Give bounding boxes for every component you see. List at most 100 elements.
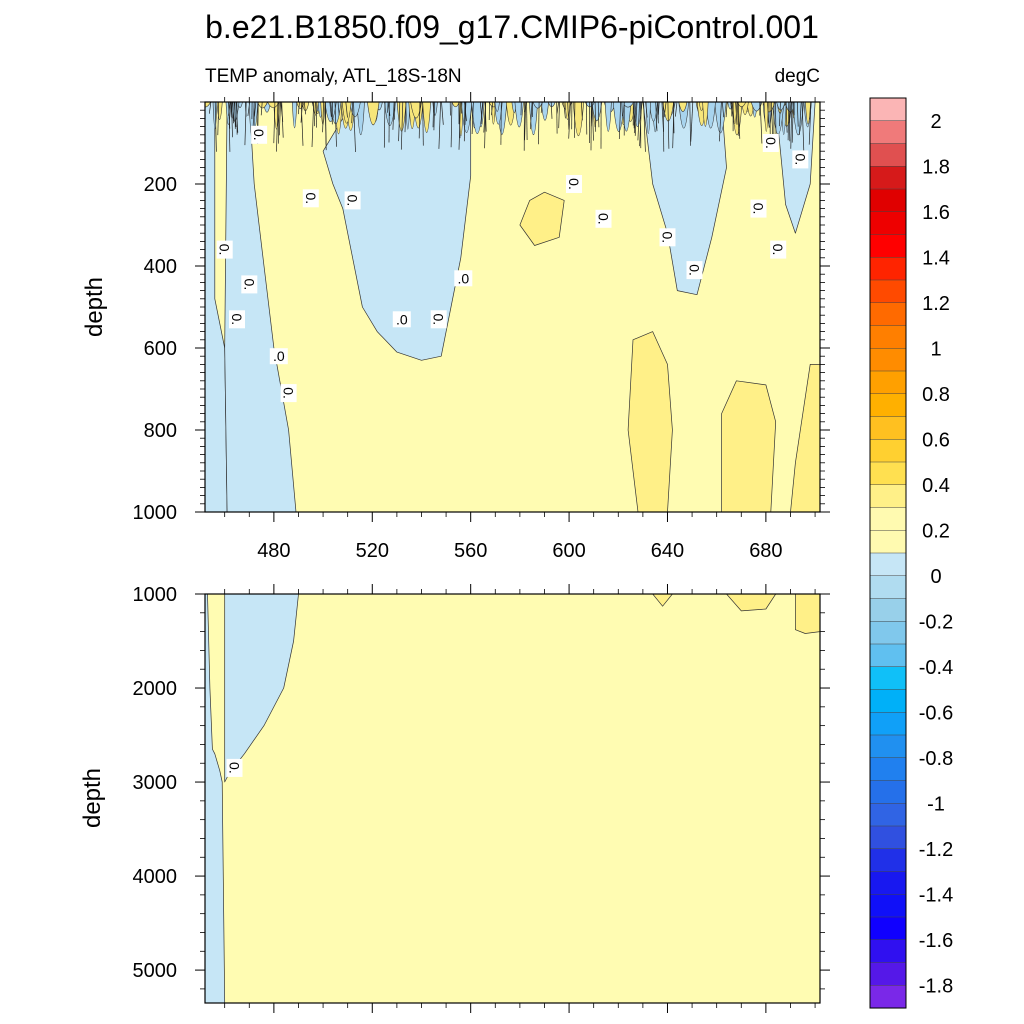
contour-label: 0. bbox=[762, 134, 779, 152]
svg-text:0.: 0. bbox=[792, 154, 808, 166]
svg-text:0.: 0. bbox=[251, 129, 267, 141]
region-warm-patch-660 bbox=[721, 380, 777, 512]
colorbar-swatch bbox=[869, 325, 907, 349]
colorbar-swatch bbox=[869, 530, 907, 554]
y-tick-label: 3000 bbox=[133, 772, 178, 794]
colorbar-label: 0.4 bbox=[922, 475, 950, 497]
colorbar-swatch bbox=[869, 211, 907, 236]
contour-label: 0. bbox=[686, 261, 703, 280]
colorbar-swatch bbox=[869, 734, 907, 759]
colorbar-label: -1 bbox=[927, 793, 945, 815]
colorbar-label: -1.4 bbox=[919, 884, 953, 906]
svg-text:0.: 0. bbox=[241, 279, 257, 291]
colorbar-swatch bbox=[869, 985, 907, 1009]
colorbar-swatch bbox=[869, 484, 907, 509]
colorbar-label: -2 bbox=[927, 1021, 945, 1024]
colorbar-swatch bbox=[869, 348, 907, 372]
svg-text:0.: 0. bbox=[217, 244, 233, 256]
svg-text:.0: .0 bbox=[457, 270, 469, 286]
colorbar-label: 1 bbox=[930, 338, 941, 360]
colorbar-swatch bbox=[869, 439, 907, 463]
colorbar: 2 1.8 1.6 1.4 1.2 1 0.8 0.6 0.4 0.2 0 -0.2 -0.4 -0.6 -… bbox=[869, 97, 953, 1024]
x-tick-label: 560 bbox=[454, 540, 487, 562]
y-tick-label: 4000 bbox=[133, 866, 178, 888]
colorbar-swatch bbox=[869, 848, 907, 873]
contour-label: 0. bbox=[750, 199, 767, 218]
colorbar-swatch bbox=[869, 143, 907, 167]
colorbar-swatch bbox=[869, 302, 907, 327]
contour-label: 0. bbox=[770, 240, 787, 259]
colorbar-label: 0 bbox=[930, 566, 941, 588]
y-axis-ticks: 200 400 600 800 1000 bbox=[133, 101, 830, 524]
region-cool-lobe-center bbox=[322, 102, 472, 361]
contour-label: 0. bbox=[241, 275, 258, 294]
plot-frame bbox=[204, 593, 821, 1004]
region-warm-patch-east bbox=[790, 364, 820, 512]
region-cool-column-deep bbox=[224, 594, 299, 783]
colorbar-swatch bbox=[869, 97, 907, 122]
colorbar-swatch bbox=[869, 871, 907, 895]
lower-panel: 0. 1000 2000 3000 4000 5000 bbox=[133, 584, 830, 1013]
svg-text:0.: 0. bbox=[660, 231, 676, 243]
y-tick-label: 400 bbox=[144, 256, 177, 278]
colorbar-label: -0.6 bbox=[919, 702, 953, 724]
colorbar-swatch bbox=[869, 393, 907, 418]
svg-text:0.: 0. bbox=[227, 762, 243, 774]
contour-label: 0. bbox=[430, 310, 447, 329]
colorbar-swatch bbox=[869, 621, 907, 645]
x-axis-ticks: 480 520 560 600 640 680 bbox=[224, 92, 816, 562]
svg-text:0.: 0. bbox=[566, 178, 582, 190]
contour-label: 0. bbox=[229, 310, 245, 329]
colorbar-swatch bbox=[869, 666, 907, 691]
lower-y-axis-label: depth bbox=[79, 768, 106, 828]
svg-text:0.: 0. bbox=[770, 244, 786, 256]
colorbar-swatch bbox=[869, 461, 907, 486]
y-tick-label: 800 bbox=[144, 420, 177, 442]
svg-text:0.: 0. bbox=[431, 313, 447, 325]
colorbar-swatch bbox=[869, 780, 907, 804]
y-axis-ticks: 1000 2000 3000 4000 5000 bbox=[133, 584, 830, 990]
colorbar-label: -1.8 bbox=[919, 975, 953, 997]
svg-text:0.: 0. bbox=[281, 387, 297, 399]
colorbar-swatch bbox=[869, 712, 907, 736]
colorbar-label: -1.2 bbox=[919, 839, 953, 861]
colorbar-label: 0.8 bbox=[922, 384, 950, 406]
svg-text:.0: .0 bbox=[396, 311, 408, 327]
colorbar-swatch bbox=[869, 894, 907, 918]
colorbar-label: 1.2 bbox=[922, 293, 950, 315]
y-tick-label: 5000 bbox=[133, 960, 178, 982]
region-cool-column-west bbox=[205, 594, 226, 1003]
x-axis-ticks bbox=[224, 584, 816, 1013]
colorbar-swatch bbox=[869, 279, 907, 304]
colorbar-swatch bbox=[869, 757, 907, 782]
colorbar-swatch bbox=[869, 416, 907, 440]
contour-label: 0. bbox=[595, 209, 612, 228]
colorbar-swatch bbox=[869, 166, 907, 190]
colorbar-label: -1.6 bbox=[919, 930, 953, 952]
contour-label: 0. bbox=[344, 191, 361, 210]
y-tick-label: 2000 bbox=[133, 678, 178, 700]
colorbar-swatch bbox=[869, 120, 907, 145]
colorbar-swatch bbox=[869, 689, 907, 713]
colorbar-swatch bbox=[869, 598, 907, 622]
x-tick-label: 480 bbox=[257, 540, 290, 562]
colorbar-label: 0.6 bbox=[922, 429, 950, 451]
region-warm-patch-680 bbox=[726, 594, 777, 612]
y-tick-label: 600 bbox=[144, 338, 177, 360]
x-tick-label: 600 bbox=[552, 540, 585, 562]
svg-text:0.: 0. bbox=[687, 264, 703, 276]
y-tick-label: 1000 bbox=[133, 502, 178, 524]
x-tick-label: 520 bbox=[356, 540, 389, 562]
contour-label: 0. bbox=[251, 125, 268, 144]
colorbar-swatch bbox=[869, 552, 907, 577]
chart-title: b.e21.B1850.f09_g17.CMIP6-piControl.001 bbox=[205, 9, 819, 45]
y-tick-label: 200 bbox=[144, 174, 177, 196]
contour-label: 0. bbox=[659, 228, 676, 247]
contour-label: 0. bbox=[302, 189, 319, 208]
chart-subtitle-left: TEMP anomaly, ATL_18S-18N bbox=[205, 66, 462, 87]
contour-label: 0. bbox=[566, 175, 582, 193]
colorbar-swatch bbox=[869, 939, 907, 964]
svg-text:0.: 0. bbox=[345, 195, 361, 207]
colorbar-label: -0.4 bbox=[919, 657, 953, 679]
svg-text:.0: .0 bbox=[273, 348, 285, 364]
